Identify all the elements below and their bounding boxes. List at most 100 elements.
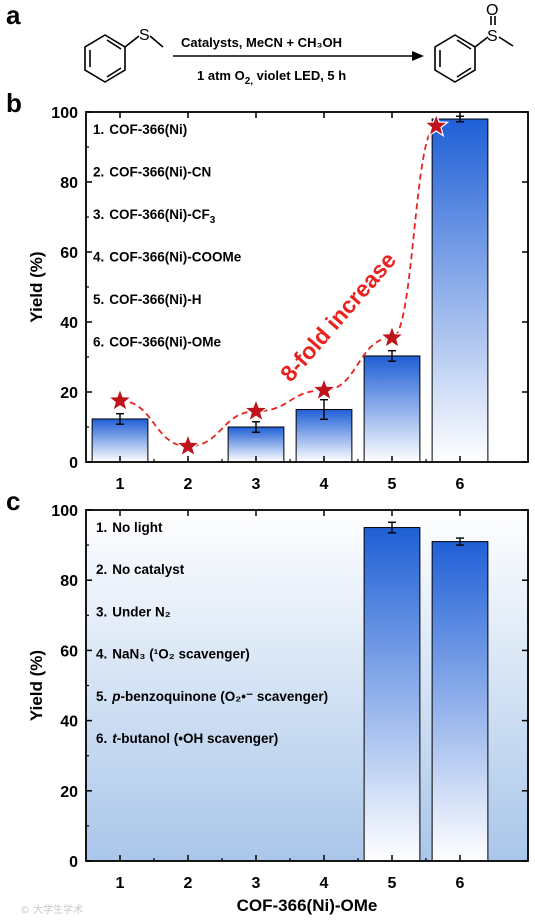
- x-axis-title: COF-366(Ni)-OMe: [237, 896, 378, 915]
- x-tick-label: 1: [116, 476, 125, 493]
- x-tick-label: 4: [320, 875, 329, 892]
- legend-label: No light: [112, 520, 163, 535]
- legend-item: 6. t-butanol (•OH scavenger): [96, 731, 278, 746]
- legend-item: 4. NaN₃ (¹O₂ scavenger): [96, 647, 250, 662]
- star-marker-6: [423, 112, 450, 138]
- legend-item: 3. Under N₂: [96, 604, 171, 619]
- error-bar-3: [252, 421, 260, 433]
- legend-num: 2.: [93, 165, 104, 180]
- legend-label: COF-366(Ni)-H: [109, 292, 201, 307]
- sulfur-atom-right: S: [487, 28, 498, 45]
- oxygen-atom: O: [486, 2, 498, 19]
- error-bar-1: [116, 413, 124, 425]
- x-tick-label: 1: [116, 875, 125, 892]
- y-tick-label: 60: [60, 245, 78, 262]
- legend-label: No catalyst: [112, 562, 185, 577]
- x-tick-label: 6: [456, 875, 465, 892]
- bar-5: [363, 527, 421, 862]
- legend-label: COF-366(Ni)-OMe: [109, 335, 221, 350]
- y-tick-label: 80: [60, 573, 78, 590]
- legend-num: 1.: [93, 122, 104, 137]
- error-bar-4: [320, 399, 328, 420]
- legend-item: 5. p-benzoquinone (O₂•⁻ scavenger): [96, 689, 328, 704]
- legend-item: 6. COF-366(Ni)-OMe: [93, 335, 222, 350]
- legend-italic: t: [112, 731, 117, 746]
- legend-label: COF-366(Ni)-CF: [109, 207, 210, 222]
- legend-b: 1. COF-366(Ni) 2. COF-366(Ni)-CN 3. COF-366(N…: [93, 122, 242, 350]
- y-tick-label: 20: [60, 784, 78, 801]
- error-bar-6: [456, 537, 464, 546]
- y-axis-title: Yield (%): [27, 251, 46, 322]
- sulfur-atom-left: S: [139, 27, 150, 44]
- legend-num: 4.: [96, 647, 107, 662]
- legend-label: -benzoquinone (O₂•⁻ scavenger): [121, 689, 329, 704]
- bar-6: [431, 118, 489, 463]
- star-marker-1: [106, 387, 134, 412]
- legend-item: 5. COF-366(Ni)-H: [93, 292, 202, 307]
- x-tick-label: 6: [456, 476, 465, 493]
- y-tick-label: 80: [60, 175, 78, 192]
- legend-label: COF-366(Ni): [109, 122, 187, 137]
- error-bar-5: [388, 521, 396, 534]
- star-marker-2: [174, 432, 202, 458]
- legend-num: 6.: [93, 335, 104, 350]
- legend-num: 3.: [96, 604, 107, 619]
- star-marker-3: [242, 397, 270, 423]
- legend-subscript: 3: [210, 215, 216, 226]
- y-tick-label: 60: [60, 643, 78, 660]
- x-tick-label: 5: [388, 875, 397, 892]
- legend-c: 1. No light 2. No catalyst 3. Under N₂ 4. NaN₃ …: [96, 520, 328, 746]
- legend-num: 5.: [93, 292, 104, 307]
- error-bar-5: [388, 350, 396, 362]
- star-marker-5: [378, 324, 406, 349]
- legend-item: 2. No catalyst: [96, 562, 185, 577]
- x-tick-label: 4: [320, 476, 329, 493]
- watermark: © 大学生学术: [20, 903, 83, 916]
- reaction-conditions-line2: 1 atm O2, violet LED, 5 h: [197, 68, 346, 87]
- x-tick-label: 3: [252, 476, 261, 493]
- legend-item: 4. COF-366(Ni)-COOMe: [93, 250, 242, 265]
- star-marker-4: [310, 376, 338, 402]
- x-tick-label: 3: [252, 875, 261, 892]
- legend-num: 5.: [96, 689, 107, 704]
- y-tick-label: 100: [51, 503, 78, 520]
- thioanisole-structure: [84, 34, 164, 83]
- panel-label-c: c: [6, 486, 20, 516]
- legend-label: -butanol (•OH scavenger): [117, 731, 279, 746]
- y-tick-label: 100: [51, 105, 78, 122]
- x-tick-label: 2: [184, 875, 193, 892]
- bar-5: [363, 355, 421, 463]
- y-axis-title: Yield (%): [27, 650, 46, 721]
- y-tick-label: 40: [60, 714, 78, 731]
- reaction-arrow-head: [412, 51, 424, 61]
- y-tick-label: 20: [60, 385, 78, 402]
- panel-label-b: b: [6, 88, 22, 118]
- sulfoxide-structure: [434, 16, 514, 83]
- panel-label-a: a: [6, 0, 21, 30]
- y-tick-label: 0: [69, 854, 78, 871]
- legend-item: 2. COF-366(Ni)-CN: [93, 165, 211, 180]
- x-tick-label: 2: [184, 476, 193, 493]
- legend-num: 3.: [93, 207, 104, 222]
- legend-num: 6.: [96, 731, 107, 746]
- y-tick-label: 0: [69, 455, 78, 472]
- legend-label: NaN₃ (¹O₂ scavenger): [112, 647, 250, 662]
- bar-6: [431, 541, 489, 862]
- legend-num: 4.: [93, 250, 104, 265]
- legend-num: 1.: [96, 520, 107, 535]
- legend-label: COF-366(Ni)-CN: [109, 165, 211, 180]
- legend-item: 1. No light: [96, 520, 163, 535]
- legend-label: Under N₂: [112, 604, 171, 619]
- legend-item: 1. COF-366(Ni): [93, 122, 187, 137]
- legend-num: 2.: [96, 562, 107, 577]
- legend-item: 3. COF-366(Ni)-CF3: [93, 207, 216, 226]
- x-tick-label: 5: [388, 476, 397, 493]
- legend-italic: p: [111, 689, 120, 704]
- y-tick-label: 40: [60, 315, 78, 332]
- reaction-conditions-line1: Catalysts, MeCN + CH₃OH: [181, 35, 342, 50]
- legend-label: COF-366(Ni)-COOMe: [109, 250, 241, 265]
- chart-c: 0 20 40 60 80 100 1 2 3 4 5 6 Yield (%) COF-366(Ni)-O…: [27, 503, 529, 915]
- bar-1: [91, 418, 149, 463]
